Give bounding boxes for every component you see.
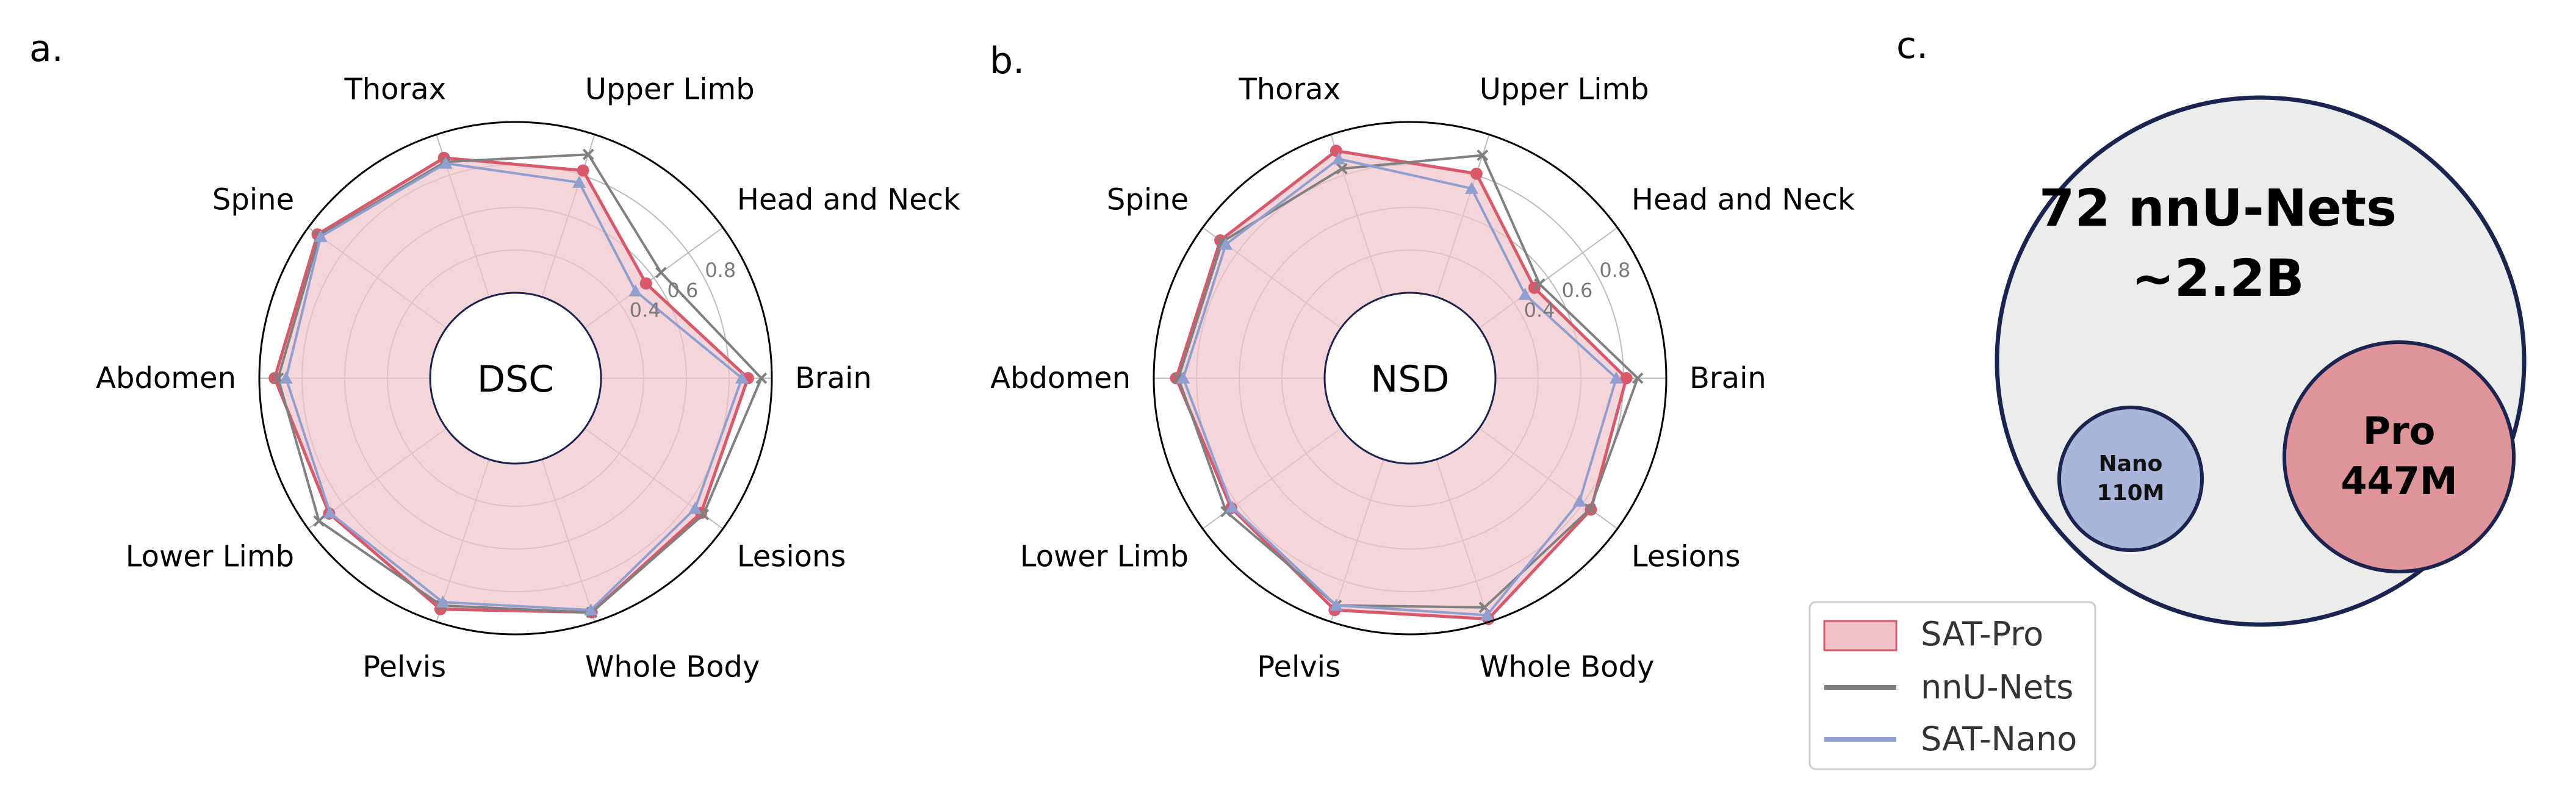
bubble-nnunets-params: ~2.2B	[2131, 248, 2304, 308]
point-nnu-nets-upper-limb	[1477, 149, 1489, 161]
category-label-pelvis: Pelvis	[1257, 650, 1340, 684]
bubble-sat-pro	[2283, 340, 2516, 573]
point-nnu-nets-upper-limb	[582, 148, 594, 160]
point-nnu-nets-head-and-neck	[1533, 278, 1545, 290]
bubble-sat-nano	[2057, 406, 2204, 552]
category-label-spine: Spine	[212, 182, 294, 217]
point-sat-nano-head-and-neck	[1518, 287, 1532, 300]
point-nnu-nets-thorax	[1336, 163, 1348, 174]
point-sat-nano-thorax	[439, 156, 453, 169]
outer-ring	[258, 121, 773, 636]
category-label-head-and-neck: Head and Neck	[1632, 182, 1855, 217]
center-hole	[429, 292, 602, 465]
bubble-pro-name: Pro	[2363, 409, 2436, 453]
point-sat-nano-pelvis	[436, 595, 450, 608]
category-label-abdomen: Abdomen	[96, 361, 236, 395]
point-sat-nano-abdomen	[1176, 371, 1190, 384]
point-sat-nano-brain	[1610, 371, 1624, 384]
category-label-whole-body: Whole Body	[585, 650, 760, 684]
legend: SAT-Pro nnU-Nets SAT-Nano	[1808, 601, 2096, 770]
category-label-pelvis: Pelvis	[362, 650, 446, 684]
category-label-thorax: Thorax	[1238, 72, 1340, 106]
point-nnu-nets-lesions	[1584, 503, 1596, 515]
radial-tick-label: 0.8	[705, 259, 736, 282]
radial-tick-label: 0.6	[667, 279, 699, 302]
category-label-head-and-neck: Head and Neck	[737, 182, 960, 217]
point-nnu-nets-lower-limb	[313, 515, 325, 527]
category-label-upper-limb: Upper Limb	[1480, 72, 1649, 106]
bubble-nnunets-count: 72 nnU-Nets	[2039, 178, 2397, 238]
legend-swatch-sat-pro	[1823, 620, 1898, 651]
model-size-bubbles: 72 nnU-Nets ~2.2B Nano 110M Pro 447M	[1995, 95, 2527, 627]
point-sat-nano-lesions	[1572, 494, 1586, 507]
panel-label-b: b.	[990, 40, 1024, 82]
point-nnu-nets-brain	[755, 372, 768, 384]
category-label-whole-body: Whole Body	[1480, 650, 1655, 684]
point-sat-nano-pelvis	[1329, 598, 1343, 611]
point-sat-pro-upper-limb	[1470, 167, 1483, 180]
panel-label-a: a.	[29, 27, 63, 70]
point-sat-nano-upper-limb	[1465, 182, 1479, 194]
point-sat-nano-spine	[1219, 237, 1233, 250]
radial-tick-label: 0.4	[1524, 299, 1555, 322]
bubble-pro-params: 447M	[2340, 459, 2457, 503]
legend-label-nnunets: nnU-Nets	[1921, 668, 2073, 706]
legend-label-sat-pro: SAT-Pro	[1921, 615, 2043, 653]
point-nnu-nets-brain	[1632, 372, 1644, 384]
point-sat-nano-brain	[735, 371, 749, 384]
center-metric-label: NSD	[1370, 358, 1449, 401]
radar-chart-nsd: 0.4 0.6 0.8 NSD Brain Head and Neck Upper Limb…	[990, 72, 1855, 684]
point-sat-nano-head-and-neck	[628, 284, 642, 297]
point-sat-nano-upper-limb	[572, 176, 586, 188]
category-label-abdomen: Abdomen	[990, 361, 1131, 395]
legend-item-sat-nano: SAT-Nano	[1824, 720, 2077, 758]
legend-item-sat-pro: SAT-Pro	[1823, 615, 2043, 653]
panel-label-c: c.	[1896, 24, 1928, 67]
point-sat-nano-lower-limb	[323, 506, 337, 518]
point-sat-pro-upper-limb	[577, 164, 589, 177]
point-sat-nano-whole-body	[584, 603, 598, 615]
point-sat-nano-spine	[314, 229, 328, 242]
category-label-lower-limb: Lower Limb	[126, 540, 294, 574]
radar-chart-dsc: 0.4 0.6 0.8 DSC Brain Head and Neck Upper Limb…	[96, 72, 960, 684]
category-label-lower-limb: Lower Limb	[1020, 540, 1189, 574]
point-sat-pro-head-and-neck	[639, 277, 652, 290]
point-sat-nano-whole-body	[1480, 608, 1494, 621]
legend-label-sat-nano: SAT-Nano	[1921, 720, 2077, 758]
category-label-spine: Spine	[1107, 182, 1189, 217]
category-label-upper-limb: Upper Limb	[585, 72, 755, 106]
point-sat-nano-lower-limb	[1225, 500, 1239, 513]
point-sat-pro-thorax	[1329, 145, 1342, 157]
category-label-lesions: Lesions	[1632, 540, 1741, 574]
radial-tick-label: 0.8	[1599, 259, 1630, 282]
point-nnu-nets-head-and-neck	[655, 267, 667, 279]
center-metric-label: DSC	[477, 358, 554, 401]
bubble-nano-params: 110M	[2097, 481, 2165, 506]
category-label-brain: Brain	[1689, 361, 1766, 395]
outer-ring	[1153, 121, 1668, 636]
legend-item-nnunets: nnU-Nets	[1824, 668, 2073, 706]
bubble-nano-name: Nano	[2099, 451, 2163, 476]
radial-tick-label: 0.6	[1562, 279, 1593, 302]
category-label-thorax: Thorax	[344, 72, 446, 106]
point-sat-nano-thorax	[1332, 152, 1346, 165]
radial-tick-label: 0.4	[630, 299, 661, 322]
center-hole	[1323, 292, 1497, 465]
category-label-lesions: Lesions	[737, 540, 846, 574]
point-sat-pro-brain	[1620, 372, 1633, 384]
category-label-brain: Brain	[795, 361, 872, 395]
point-sat-nano-abdomen	[279, 371, 293, 384]
point-sat-nano-lesions	[688, 501, 702, 514]
